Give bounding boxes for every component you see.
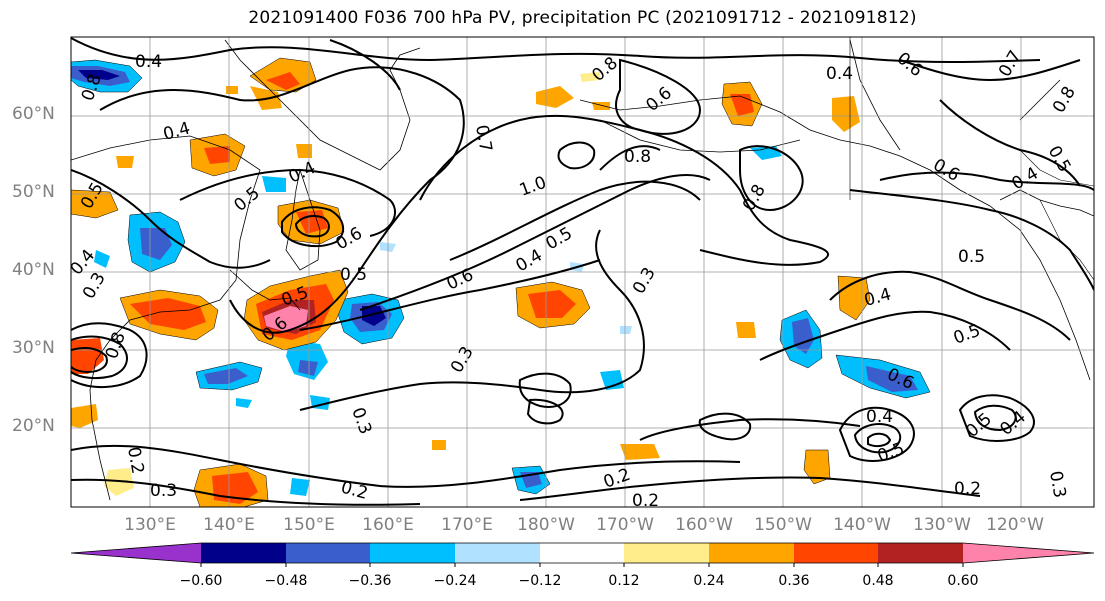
lat-label-30n: 30°N: [12, 338, 55, 358]
lon-label-140e: 140°E: [203, 515, 255, 535]
contour-label: 0.5: [951, 321, 983, 349]
pv-contours: [71, 37, 1094, 506]
contour-label: 0.2: [632, 491, 659, 511]
contour-label: 0.4: [1009, 163, 1042, 194]
lon-label-140w: 140°W: [833, 515, 891, 535]
colorbar-tick-label: −0.12: [518, 573, 562, 589]
contour-label: 0.2: [954, 479, 981, 499]
colorbar-tick-label: 0.48: [862, 573, 894, 589]
contour-label: 0.6: [444, 265, 477, 295]
contour-label: 0.5: [958, 247, 985, 267]
precipitation-shading: [71, 57, 931, 507]
svg-text:0.4: 0.4: [135, 52, 162, 72]
colorbar-swatch: [201, 543, 286, 563]
contour-label: 0.2: [123, 445, 147, 475]
lat-label-40n: 40°N: [12, 260, 55, 280]
colorbar-tick-label: 0.12: [608, 573, 640, 589]
colorbar-swatch: [878, 543, 963, 563]
colorbar-tick-label: −0.36: [348, 573, 392, 589]
contour-label: 0.5: [1044, 143, 1075, 176]
contour-label: 0.8: [588, 53, 622, 86]
contour-label: 0.4: [286, 158, 319, 188]
contour-label: 0.4: [135, 52, 162, 72]
colorbar-swatch: [540, 543, 624, 563]
lon-label-170e: 170°E: [441, 515, 493, 535]
contour-label: 0.8: [624, 147, 651, 167]
colorbar-swatch: [455, 543, 540, 563]
map-title: 2021091400 F036 700 hPa PV, precipitatio…: [248, 8, 917, 28]
colorbar: [70, 542, 1095, 567]
colorbar-tick-label: 0.36: [778, 573, 810, 589]
lon-label-130w: 130°W: [913, 515, 971, 535]
contour-label: 0.6: [642, 83, 676, 116]
contour-label: 0.5: [875, 439, 907, 467]
contour-label: 0.8: [102, 329, 130, 361]
contour-label: 0.2: [339, 478, 370, 504]
colorbar-extend-low: [71, 543, 201, 563]
lon-label-160w: 160°W: [675, 515, 733, 535]
colorbar-swatch: [286, 543, 370, 563]
colorbar-swatch: [624, 543, 709, 563]
colorbar-tick-label: 0.24: [693, 573, 725, 589]
contour-label: 0.6: [893, 49, 927, 82]
contour-label: 0.2: [601, 465, 633, 493]
contour-label: 0.5: [962, 409, 996, 442]
contour-label: 0.6: [930, 155, 963, 186]
lon-label-170w: 170°W: [596, 515, 654, 535]
lat-label-60n: 60°N: [12, 104, 55, 124]
contour-label: 0.3: [1045, 469, 1069, 499]
lat-label-50n: 50°N: [12, 182, 55, 202]
lon-label-180w: 180°W: [517, 515, 575, 535]
colorbar-tick-label: 0.60: [947, 573, 979, 589]
colorbar-swatch: [370, 543, 455, 563]
lon-label-150w: 150°W: [754, 515, 812, 535]
contour-label: 0.3: [150, 481, 177, 501]
contour-label: 0.4: [161, 119, 192, 145]
lon-label-150e: 150°E: [283, 515, 335, 535]
contour-label: 0.3: [447, 343, 478, 376]
colorbar-tick-label: −0.48: [264, 573, 308, 589]
contour-label: 0.3: [629, 264, 660, 297]
plot-frame: [70, 36, 1095, 508]
colorbar-tick-label: −0.24: [433, 573, 477, 589]
graticule: [71, 37, 1094, 507]
colorbar-swatch: [794, 543, 878, 563]
lon-label-120w: 120°W: [986, 515, 1044, 535]
contour-label: 0.5: [230, 183, 264, 216]
contour-label: 0.5: [543, 223, 576, 254]
borders: [849, 37, 1094, 281]
lon-label-160e: 160°E: [362, 515, 414, 535]
contour-label: 0.4: [866, 407, 893, 427]
contour-label: 0.7: [471, 123, 495, 153]
contour-label: 0.5: [340, 265, 367, 285]
contour-label: 0.3: [347, 405, 375, 437]
contour-label: 0.8: [1049, 83, 1080, 116]
colorbar-extend-high: [963, 543, 1094, 563]
colorbar-tick-label: −0.60: [179, 573, 223, 589]
lon-label-130e: 130°E: [124, 515, 176, 535]
lat-label-20n: 20°N: [12, 416, 55, 436]
colorbar-swatch: [709, 543, 794, 563]
contour-label: 0.4: [826, 64, 853, 84]
coastlines: [71, 39, 1094, 501]
contour-label: 1.0: [517, 173, 549, 201]
